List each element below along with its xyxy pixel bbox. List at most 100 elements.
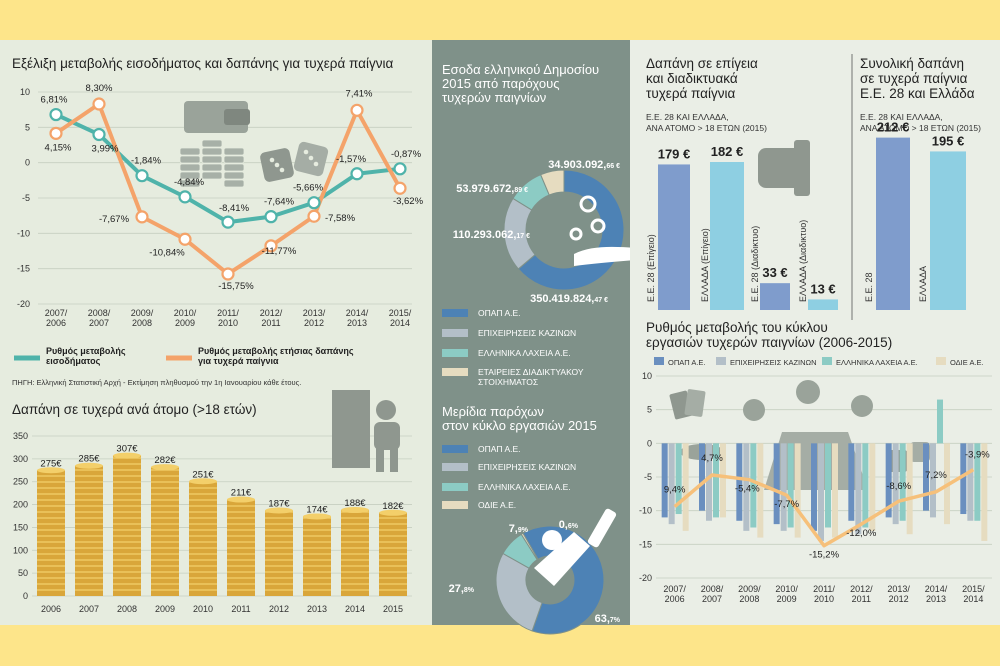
- bar-value-label: 307€: [116, 444, 138, 455]
- line-chart-title: Εξέλιξη μεταβολής εισοδήματος και δαπάνη…: [12, 56, 393, 71]
- bar-value-label: 182 €: [711, 144, 744, 159]
- y-tick-label: -20: [17, 299, 30, 309]
- y-tick-label: 150: [13, 522, 28, 532]
- coin: [201, 155, 223, 164]
- donut-title: Εσοδα ελληνικού Δημοσίου 2015 από παρόχου…: [442, 62, 599, 105]
- legend-swatch: [442, 349, 468, 357]
- person-leg: [376, 448, 384, 472]
- wallet-icon: [184, 101, 250, 133]
- bar: [930, 443, 936, 518]
- y-tick-label: -15: [639, 539, 652, 549]
- bar-value-label: 13 €: [810, 281, 835, 296]
- data-point: [92, 97, 106, 111]
- middle-charts: Εσοδα ελληνικού Δημοσίου 2015 από παρόχου…: [442, 62, 636, 635]
- x-tick-label: 2007/2006: [45, 308, 68, 328]
- legend-label: Ρυθμός μεταβολής εισοδήματος: [46, 346, 126, 366]
- coin: [179, 171, 201, 180]
- coin-top: [151, 464, 179, 471]
- coin-stack: [265, 510, 293, 596]
- donut-title: Μερίδια παρόχων στον κύκλο εργασιών 2015: [442, 404, 597, 433]
- bar: [661, 443, 668, 518]
- bar: [303, 513, 331, 596]
- legend-label: ΟΠΑΠ Α.Ε.: [478, 444, 521, 454]
- chip: [579, 195, 597, 213]
- door: [332, 390, 370, 468]
- bar: [981, 443, 988, 541]
- total-line-label: -5,4%: [735, 484, 760, 495]
- bar: [713, 443, 719, 518]
- bar: [675, 443, 682, 515]
- legend-label: ΕΠΙΧΕΙΡΗΣΕΙΣ ΚΑΖΙΝΩΝ: [478, 462, 576, 472]
- bar: [892, 443, 899, 525]
- data-point: [307, 209, 321, 223]
- y-tick-label: 5: [25, 122, 30, 132]
- bar: [113, 452, 141, 596]
- bar: [189, 478, 217, 596]
- legend-swatch: [442, 483, 468, 491]
- coin-top: [303, 513, 331, 520]
- data-label: 3,99%: [92, 143, 119, 154]
- total-line-label: 4,7%: [701, 453, 723, 464]
- bar: [787, 443, 794, 528]
- data-point: [49, 107, 63, 122]
- slice-label: 27,8%: [449, 583, 475, 595]
- total-line-label: 9,4%: [664, 485, 686, 496]
- card: [684, 389, 706, 417]
- bar: [743, 443, 750, 531]
- bar: [265, 507, 293, 596]
- data-label: 8,30%: [86, 83, 113, 94]
- person-head: [743, 399, 765, 421]
- legend-label: ΕΛΛΗΝΙΚΑ ΛΑΧΕΙΑ Α.Ε.: [478, 348, 571, 358]
- y-tick-label: -5: [22, 193, 30, 203]
- data-label: -3,62%: [393, 196, 424, 207]
- hand-palm: [758, 148, 802, 188]
- die-pip: [308, 155, 314, 161]
- x-tick-label: 2010/2009: [775, 584, 798, 604]
- bar: [862, 443, 869, 528]
- slice-label: 0,6%: [559, 519, 579, 531]
- legend-swatch: [442, 368, 468, 376]
- data-point: [264, 210, 278, 224]
- data-label: 6,81%: [41, 95, 68, 106]
- y-tick-label: 200: [13, 500, 28, 510]
- bar: [668, 443, 675, 525]
- data-label: -0,87%: [391, 149, 422, 160]
- hand-icon: [758, 140, 810, 196]
- coin-stack: [75, 465, 103, 596]
- coin: [223, 171, 245, 180]
- bar: [710, 162, 744, 310]
- bar: [37, 467, 65, 596]
- data-label: -7,67%: [99, 214, 130, 225]
- data-point: [178, 190, 192, 204]
- data-point: [92, 127, 106, 142]
- pie-slice: [540, 169, 565, 196]
- bar-value-label: 174€: [306, 504, 328, 515]
- legend-label: ΟΔΙΕ Α.Ε.: [478, 500, 516, 510]
- slice-label: 350.419.824,47 €: [530, 293, 608, 305]
- person-body: [374, 422, 400, 450]
- bar: [876, 137, 910, 310]
- coin: [223, 147, 245, 156]
- y-tick-label: 0: [647, 438, 652, 448]
- bar: [682, 443, 689, 531]
- legend-swatch: [442, 501, 468, 509]
- bar-category-label: Ε.Ε. 28: [864, 272, 874, 302]
- bar-chart-subtitle: Ε.Ε. 28 ΚΑΙ ΕΛΛΑΔΑ, ΑΝΑ ΑΤΟΜΟ > 18 ΕΤΩΝ (…: [860, 112, 981, 133]
- bar-value-label: 251€: [192, 469, 214, 480]
- bar-category-label: Ε.Ε. 28 (Επίγειο): [646, 234, 656, 302]
- x-tick-label: 2012: [269, 604, 289, 614]
- coin: [223, 179, 245, 188]
- bar-chart-title: Δαπάνη σε τυχερά ανά άτομο (>18 ετών): [12, 402, 257, 417]
- bar: [855, 443, 862, 535]
- chip: [542, 530, 562, 550]
- coin-stack: [189, 481, 217, 596]
- left-charts: Εξέλιξη μεταβολής εισοδήματος και δαπάνη…: [12, 56, 424, 614]
- coin: [201, 171, 223, 180]
- x-tick-label: 2015/2014: [389, 308, 412, 328]
- bar: [808, 299, 838, 310]
- data-point: [221, 215, 235, 229]
- bar: [720, 443, 726, 518]
- left-panel: Εξέλιξη μεταβολής εισοδήματος και δαπάνη…: [0, 40, 432, 625]
- x-tick-label: 2011/2010: [813, 584, 835, 604]
- bar: [341, 507, 369, 596]
